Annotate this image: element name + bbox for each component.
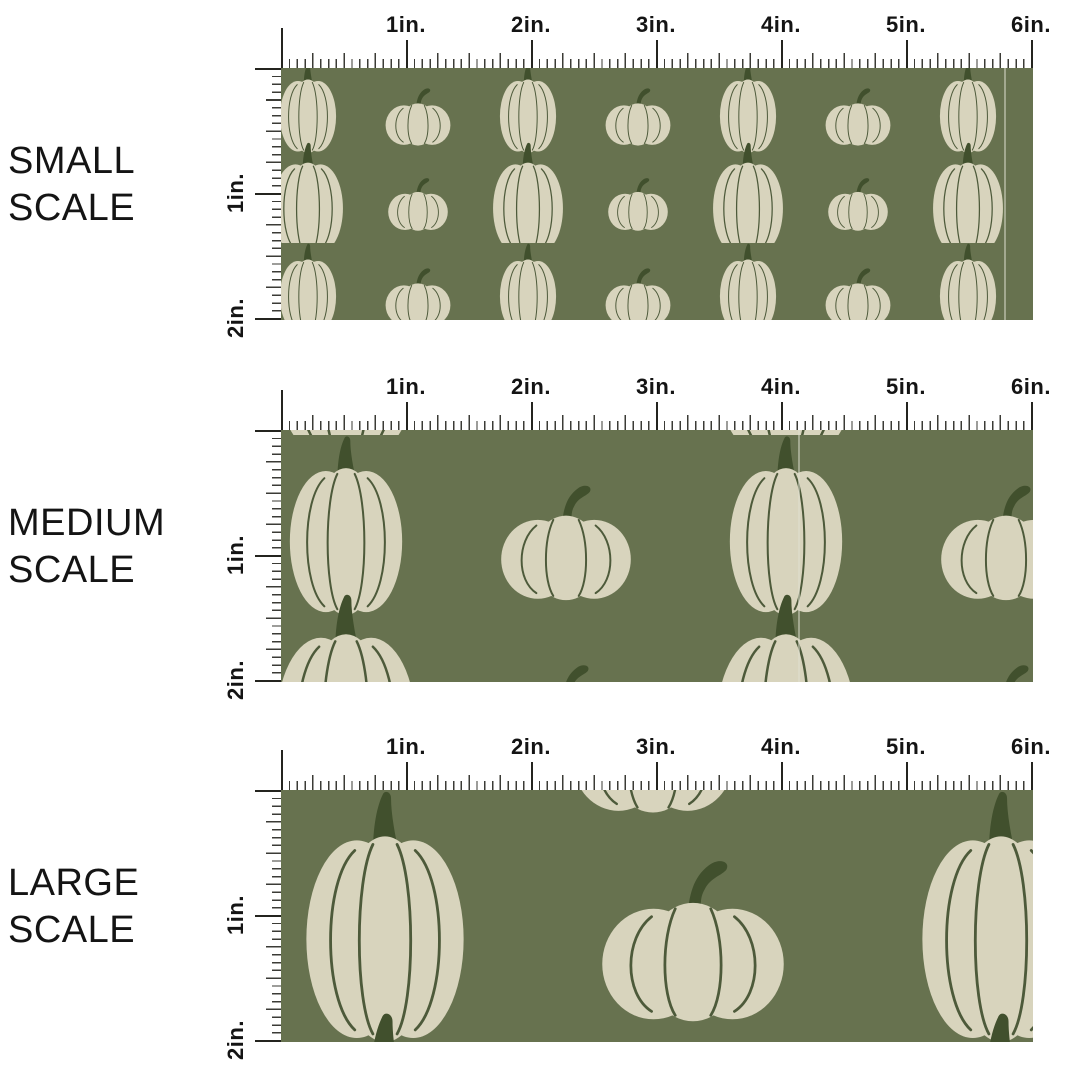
scale-label-small: SMALL SCALE <box>8 138 135 232</box>
inch-label-4: 4in. <box>761 12 801 37</box>
pattern-repeat-seam <box>798 430 800 682</box>
side-inch-label-2: 2in. <box>223 1020 248 1060</box>
side-inch-label-2: 2in. <box>223 298 248 338</box>
inch-label-1: 1in. <box>386 12 426 37</box>
pumpkin-pattern-large <box>281 790 1033 1042</box>
scale-label-line1: SMALL <box>8 140 136 182</box>
panel-large-scale: LARGE SCALE 1in. 2in. 3in. 4in. 5in. 6in… <box>0 722 1080 1062</box>
inch-label-5: 5in. <box>886 734 926 759</box>
side-inch-label-1: 1in. <box>223 535 248 575</box>
ruler-zero-tick <box>281 750 283 790</box>
scale-label-line2: SCALE <box>8 909 136 951</box>
panel-medium-scale: MEDIUM SCALE 1in. 2in. 3in. 4in. 5in. 6i… <box>0 362 1080 702</box>
inch-label-3: 3in. <box>636 374 676 399</box>
inch-label-6: 6in. <box>1011 12 1051 37</box>
side-inch-label-1: 1in. <box>223 173 248 213</box>
panel-small-scale: SMALL SCALE 1in. 2in. 3in. 4in. 5in. 6in… <box>0 0 1080 340</box>
scale-label-line2: SCALE <box>8 187 136 229</box>
scale-label-medium: MEDIUM SCALE <box>8 500 165 594</box>
inch-label-4: 4in. <box>761 734 801 759</box>
scale-label-line1: LARGE <box>8 862 140 904</box>
scale-label-line2: SCALE <box>8 549 136 591</box>
pattern-repeat-seam <box>1004 68 1006 320</box>
ruler-zero-tick <box>281 390 283 430</box>
inch-label-3: 3in. <box>636 12 676 37</box>
pumpkin-pattern-small <box>281 68 1033 320</box>
inch-label-1: 1in. <box>386 374 426 399</box>
ruler-left <box>253 790 281 1043</box>
scale-label-large: LARGE SCALE <box>8 860 139 954</box>
inch-label-2: 2in. <box>511 734 551 759</box>
ruler-top <box>281 762 1033 790</box>
inch-label-5: 5in. <box>886 374 926 399</box>
pumpkin-pattern-medium <box>281 430 1033 682</box>
inch-label-2: 2in. <box>511 12 551 37</box>
side-inch-label-2: 2in. <box>223 660 248 700</box>
scale-label-line1: MEDIUM <box>8 502 166 544</box>
inch-label-6: 6in. <box>1011 374 1051 399</box>
fabric-swatch-small <box>281 68 1033 320</box>
inch-label-5: 5in. <box>886 12 926 37</box>
inch-label-1: 1in. <box>386 734 426 759</box>
fabric-swatch-large <box>281 790 1033 1042</box>
ruler-top <box>281 40 1033 68</box>
ruler-zero-tick <box>281 28 283 68</box>
ruler-top <box>281 402 1033 430</box>
ruler-left <box>253 68 281 321</box>
inch-label-2: 2in. <box>511 374 551 399</box>
inch-label-6: 6in. <box>1011 734 1051 759</box>
inch-label-4: 4in. <box>761 374 801 399</box>
fabric-swatch-medium <box>281 430 1033 682</box>
side-inch-label-1: 1in. <box>223 895 248 935</box>
ruler-left <box>253 430 281 683</box>
inch-label-3: 3in. <box>636 734 676 759</box>
